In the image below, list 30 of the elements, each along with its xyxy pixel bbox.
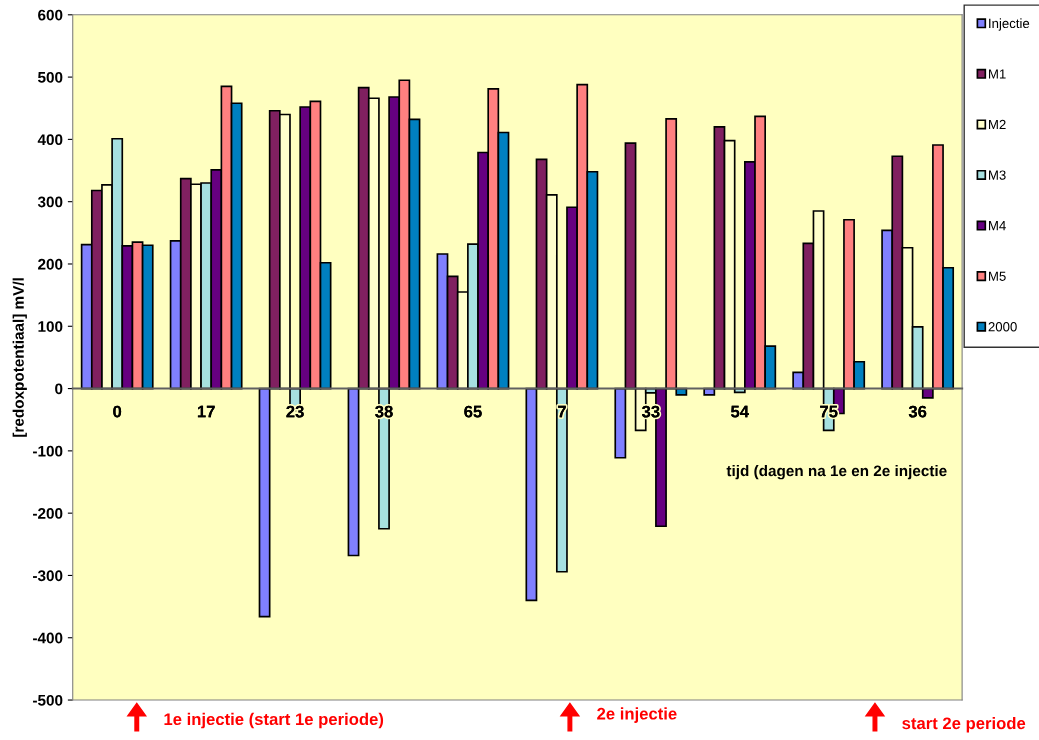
y-tick-label: 500 (37, 71, 63, 83)
legend-label: Injectie (989, 18, 1030, 31)
y-tick-label: -400 (33, 632, 63, 644)
y-tick-label: -100 (33, 445, 63, 457)
y-tick-label: -300 (33, 570, 63, 582)
x-tick-label: 65 (464, 405, 482, 418)
x-tick-label: 36 (908, 405, 927, 418)
y-tick-label: 200 (38, 258, 63, 270)
y-tick-label: 100 (38, 321, 63, 332)
y-tick-label: 0 (55, 383, 63, 395)
text: 2e injectie (597, 707, 677, 723)
legend-label: M4 (989, 221, 1006, 231)
y-tick-label: 300 (37, 196, 63, 208)
x-tick-label: 17 (197, 405, 215, 418)
y-axis-title: [redoxpotentiaal] mV/l (12, 278, 27, 437)
y-tick-label: 400 (37, 134, 63, 146)
legend-label: M2 (989, 119, 1006, 130)
legend-label: 2000 (988, 322, 1017, 332)
x-axis-title: tijd (dagen na 1e en 2e injectie (726, 465, 947, 480)
legend-label: M5 (989, 271, 1006, 281)
y-tick-label: 600 (38, 9, 63, 21)
text: 1e injectie (start 1e periode) (164, 712, 384, 729)
y-tick-label: -200 (33, 508, 63, 519)
x-tick-label: 0 (113, 405, 122, 418)
x-tick-label: 7 (557, 405, 566, 418)
legend-label: M1 (989, 69, 1006, 79)
x-tick-label: 54 (731, 405, 749, 418)
text: start 2e periode (902, 716, 1026, 733)
legend-label: M3 (989, 170, 1006, 180)
y-tick-label: -500 (33, 694, 63, 706)
